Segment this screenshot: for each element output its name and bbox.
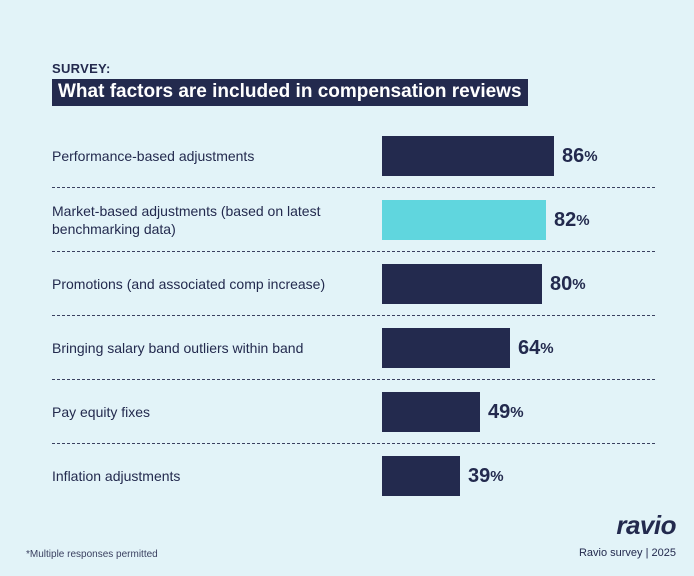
category-label: Promotions (and associated comp increase… <box>52 276 326 292</box>
chart-row: Market-based adjustments (based on lates… <box>52 188 655 252</box>
bar-value-unit: % <box>572 275 586 293</box>
bar <box>382 392 480 432</box>
chart-row: Bringing salary band outliers within ban… <box>52 316 655 380</box>
category-label: Performance-based adjustments <box>52 148 255 164</box>
bar-value-label: 39% <box>468 456 504 496</box>
bar-value-label: 82% <box>554 200 590 240</box>
category-label: Bringing salary band outliers within ban… <box>52 340 304 356</box>
bar <box>382 200 546 240</box>
bar-value-number: 49 <box>488 400 511 423</box>
bar-value-number: 39 <box>468 464 491 487</box>
category-label: Inflation adjustments <box>52 468 181 484</box>
chart-row: Pay equity fixes 49% <box>52 380 655 444</box>
category-label: Pay equity fixes <box>52 404 151 420</box>
ravio-logo: ravio <box>616 510 676 540</box>
bar-value-label: 80% <box>550 264 586 304</box>
bar-value-label: 64% <box>518 328 554 368</box>
row-divider <box>52 315 655 316</box>
chart-title: What factors are included in compensatio… <box>52 79 528 106</box>
category-label: Market-based adjustments (based on lates… <box>52 203 321 237</box>
survey-eyebrow: SURVEY: <box>52 61 111 76</box>
chart-row: Performance-based adjustments 86% <box>52 124 655 188</box>
bar-value-unit: % <box>540 339 554 357</box>
bar <box>382 136 554 176</box>
bar-value-unit: % <box>584 147 598 165</box>
bar-value-label: 86% <box>562 136 598 176</box>
footnote: *Multiple responses permitted <box>26 549 158 560</box>
bar-value-unit: % <box>576 211 590 229</box>
row-divider <box>52 443 655 444</box>
row-divider <box>52 379 655 380</box>
row-divider <box>52 187 655 188</box>
bar-value-label: 49% <box>488 392 524 432</box>
row-divider <box>52 251 655 252</box>
bar-value-unit: % <box>510 403 524 421</box>
bar <box>382 328 510 368</box>
bar-value-number: 80 <box>550 272 573 295</box>
bar-value-number: 64 <box>518 336 541 359</box>
bar-value-number: 82 <box>554 208 577 231</box>
bar <box>382 264 542 304</box>
chart-row: Inflation adjustments 39% <box>52 444 655 508</box>
chart-row: Promotions (and associated comp increase… <box>52 252 655 316</box>
bar <box>382 456 460 496</box>
source-label: Ravio survey | 2025 <box>578 547 676 559</box>
bar-value-unit: % <box>490 467 504 485</box>
bar-value-number: 86 <box>562 144 585 167</box>
